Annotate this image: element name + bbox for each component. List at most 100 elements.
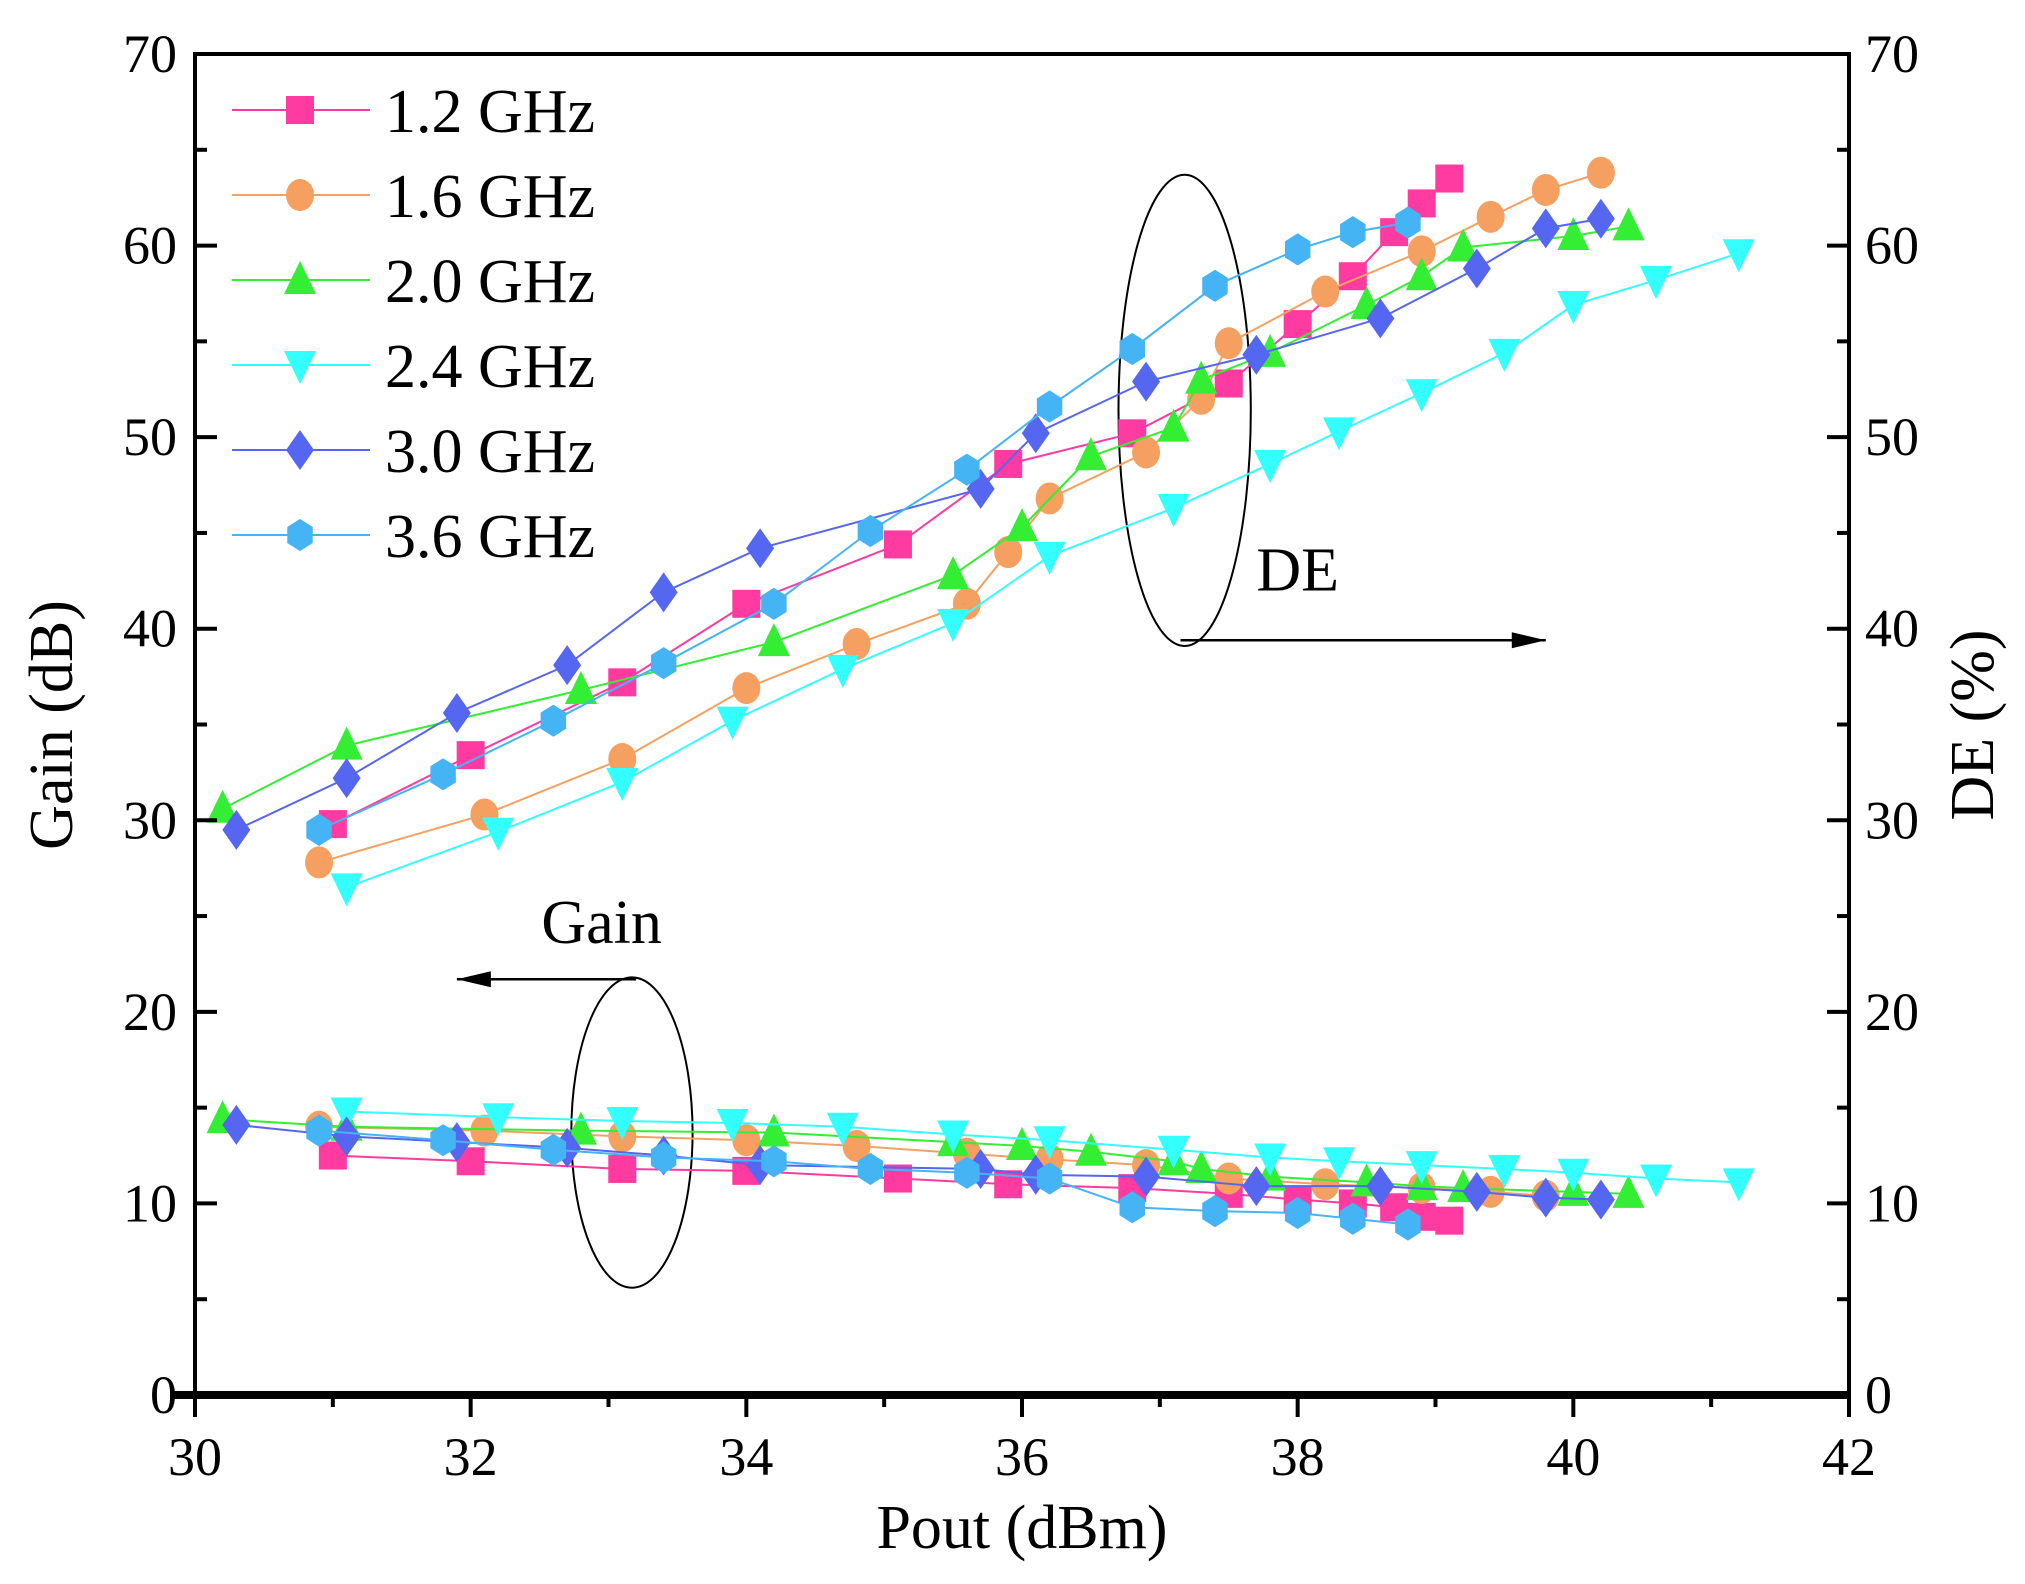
de-point xyxy=(1340,216,1366,249)
de-line xyxy=(318,171,1602,864)
gain-point xyxy=(1366,1166,1395,1207)
de-point xyxy=(1531,174,1560,207)
de-point xyxy=(757,623,790,657)
gain-point xyxy=(222,1104,251,1145)
gain-point xyxy=(482,1103,515,1137)
gain-point xyxy=(937,1120,970,1154)
legend-marker-diamond xyxy=(286,430,314,470)
gain-point xyxy=(650,1141,677,1174)
de-point xyxy=(1323,417,1356,451)
gain-point xyxy=(1254,1143,1287,1177)
de-point xyxy=(1407,235,1436,268)
gain-point xyxy=(1033,1126,1066,1160)
de-point xyxy=(1214,327,1243,360)
gain-point xyxy=(608,1154,637,1183)
de-point xyxy=(1157,408,1190,442)
gain-point xyxy=(1612,1174,1645,1208)
gain-point xyxy=(761,1145,787,1178)
x-tick-label: 42 xyxy=(1822,1427,1876,1487)
annotation-label: Gain xyxy=(541,889,662,957)
de-point xyxy=(1722,239,1755,273)
de-point xyxy=(1447,228,1480,262)
x-tick-label: 36 xyxy=(995,1427,1049,1487)
y2-tick-label: 0 xyxy=(1865,1365,1892,1425)
de-point xyxy=(1132,436,1161,469)
gain-point xyxy=(1202,1194,1228,1228)
gain-point xyxy=(540,1133,567,1166)
de-point xyxy=(746,528,775,569)
gain-point xyxy=(1119,1191,1145,1224)
series-layer xyxy=(206,156,1755,1241)
y2-tick-label: 60 xyxy=(1865,216,1919,276)
de-point xyxy=(305,846,334,879)
de-point xyxy=(306,813,332,846)
gain-point xyxy=(1395,1208,1421,1241)
y2-tick-label: 20 xyxy=(1865,982,1919,1042)
de-point xyxy=(1202,269,1228,302)
gain-point xyxy=(857,1152,884,1186)
de-point xyxy=(1557,216,1590,250)
de-point xyxy=(1311,275,1340,308)
gain-point xyxy=(1531,1177,1560,1218)
de-point xyxy=(1214,369,1243,398)
de-point xyxy=(649,572,678,613)
de-point xyxy=(1405,257,1438,291)
de-point xyxy=(564,671,597,705)
de-point xyxy=(842,628,871,661)
x-axis-label: Pout (dBm) xyxy=(876,1494,1167,1562)
de-point xyxy=(994,536,1023,569)
legend-label: 2.4 GHz xyxy=(385,333,595,401)
de-point xyxy=(206,789,239,823)
de-point xyxy=(650,647,677,680)
gain-point xyxy=(1074,1132,1107,1166)
de-point xyxy=(732,672,761,705)
de-point xyxy=(1254,449,1287,483)
de-point xyxy=(1586,198,1615,239)
de-point xyxy=(1488,338,1521,372)
series-3-0-GHz xyxy=(222,198,1615,1220)
arrow-head-icon xyxy=(456,971,491,988)
de-point xyxy=(937,608,970,642)
de-point xyxy=(1612,207,1645,241)
de-point xyxy=(1395,206,1421,239)
x-tick-label: 38 xyxy=(1271,1427,1325,1487)
de-point xyxy=(1284,233,1311,266)
legend-marker-triangle-up xyxy=(284,261,316,294)
de-point xyxy=(1476,200,1505,233)
gain-point xyxy=(1722,1168,1755,1202)
y-tick-label: 40 xyxy=(123,599,177,659)
gain-point xyxy=(1157,1135,1190,1169)
legend: 1.2 GHz 1.6 GHz 2.0 GHz 2.4 GHz 3.0 GHz 3.6 G… xyxy=(232,78,595,571)
de-point xyxy=(1640,266,1673,300)
gain-point xyxy=(757,1113,790,1147)
gain-point xyxy=(1284,1196,1311,1230)
de-point xyxy=(1531,208,1560,249)
de-point xyxy=(1074,437,1107,471)
de-point xyxy=(1119,332,1145,366)
gain-point xyxy=(1006,1126,1038,1160)
x-tick-label: 34 xyxy=(719,1427,773,1487)
y-tick-label: 30 xyxy=(123,790,177,850)
legend-label: 3.0 GHz xyxy=(385,418,595,486)
legend-marker-triangle-down xyxy=(284,351,316,384)
gain-point xyxy=(430,1124,456,1157)
legend-marker-square xyxy=(286,96,314,124)
de-point xyxy=(540,704,567,737)
gain-point xyxy=(1405,1151,1438,1185)
gain-point xyxy=(1462,1171,1491,1212)
de-point xyxy=(553,645,582,686)
x-tick-label: 40 xyxy=(1546,1427,1600,1487)
gain-point xyxy=(1323,1147,1356,1181)
gain-point xyxy=(716,1108,749,1142)
y-tick-label: 10 xyxy=(123,1173,177,1233)
annotations: DE Gain xyxy=(456,173,1546,1289)
gain-point xyxy=(1185,1149,1218,1183)
x-tick-label: 30 xyxy=(168,1427,222,1487)
y2-tick-label: 30 xyxy=(1865,790,1919,850)
de-point xyxy=(222,809,251,850)
de-point xyxy=(1033,541,1066,575)
de-point xyxy=(761,587,787,620)
gain-point xyxy=(1340,1202,1366,1235)
y-axis-label: Gain (dB) xyxy=(18,600,86,850)
